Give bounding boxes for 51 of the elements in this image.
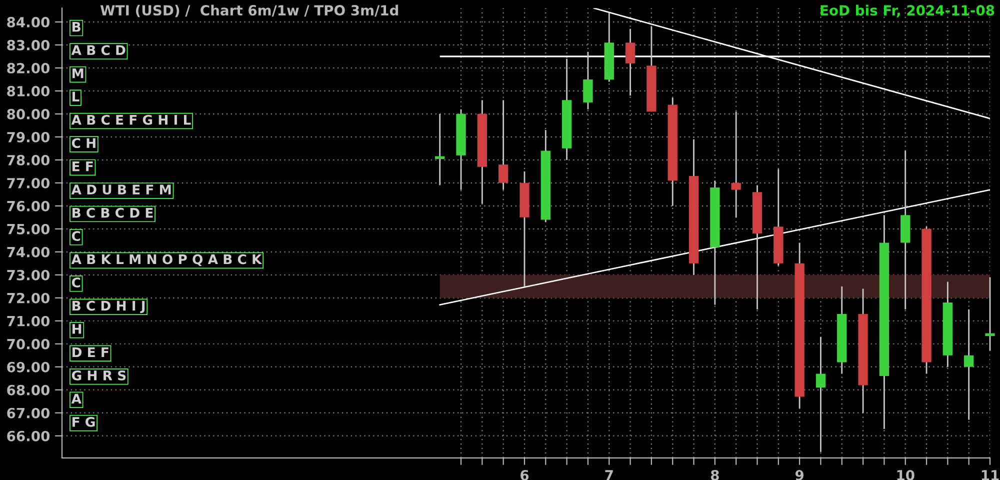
annotation: B C D H I J <box>72 300 145 314</box>
y-tick-label: 70.00 <box>7 338 50 350</box>
annotation: H <box>72 324 82 334</box>
annotation: C <box>72 231 80 242</box>
y-tick-label: 76.00 <box>7 200 50 212</box>
y-tick-label: 82.00 <box>7 62 50 74</box>
candlestick <box>731 110 741 218</box>
x-tick-label: 11 <box>982 470 999 480</box>
y-tick-label: 68.00 <box>7 384 50 396</box>
y-tick-label: 75.00 <box>7 224 50 234</box>
annotation: A B C D <box>71 45 126 56</box>
y-tick-label: 78.00 <box>7 154 50 166</box>
annotation: D E F <box>72 347 108 358</box>
annotation: F G <box>72 416 95 427</box>
y-tick-label: 81.00 <box>7 86 50 96</box>
x-tick-label: 7 <box>605 470 613 480</box>
y-tick-label: 79.00 <box>7 132 50 142</box>
y-tick-label: 66.00 <box>7 430 50 442</box>
annotation: G H R S <box>72 370 126 380</box>
annotation: A B C E F G H I L <box>71 114 191 125</box>
annotation: A B K L M N O P Q A B C K <box>71 254 262 266</box>
y-tick-label: 80.00 <box>7 108 50 120</box>
candlestick <box>583 51 593 110</box>
annotation: A D U B E F M <box>71 184 171 195</box>
y-tick-label: 72.00 <box>7 292 50 304</box>
x-tick-label: 10 <box>897 470 914 480</box>
y-tick-label: 84.00 <box>7 16 50 28</box>
candlestick <box>625 28 636 96</box>
annotation: E F <box>72 161 93 172</box>
candlestick <box>816 336 826 453</box>
candlestick <box>498 99 508 191</box>
y-tick-label: 71.00 <box>7 316 50 326</box>
y-tick-label: 69.00 <box>7 362 50 372</box>
y-tick-label: 74.00 <box>7 246 50 258</box>
candlestick <box>964 308 974 420</box>
chart-title: WTI (USD) / Chart 6m/1w / TPO 3m/1d <box>100 4 398 18</box>
annotation: EoD bis Fr, 2024-11-08 <box>820 4 994 18</box>
y-tick-label: 77.00 <box>7 178 50 188</box>
y-tick-label: 67.00 <box>7 408 50 418</box>
x-tick-label: 6 <box>520 470 529 480</box>
annotation: C H <box>72 138 96 148</box>
y-tick-label: 73.00 <box>7 270 50 280</box>
y-tick-label: 83.00 <box>7 40 50 50</box>
x-tick-label: 8 <box>710 470 719 480</box>
annotation: M <box>72 68 84 78</box>
annotation: B <box>72 22 80 32</box>
annotation: B C B C D E <box>72 208 153 218</box>
x-tick-label: 9 <box>795 470 804 480</box>
annotation: A <box>71 394 82 404</box>
annotation: C <box>72 278 80 288</box>
annotation: L <box>72 92 80 102</box>
